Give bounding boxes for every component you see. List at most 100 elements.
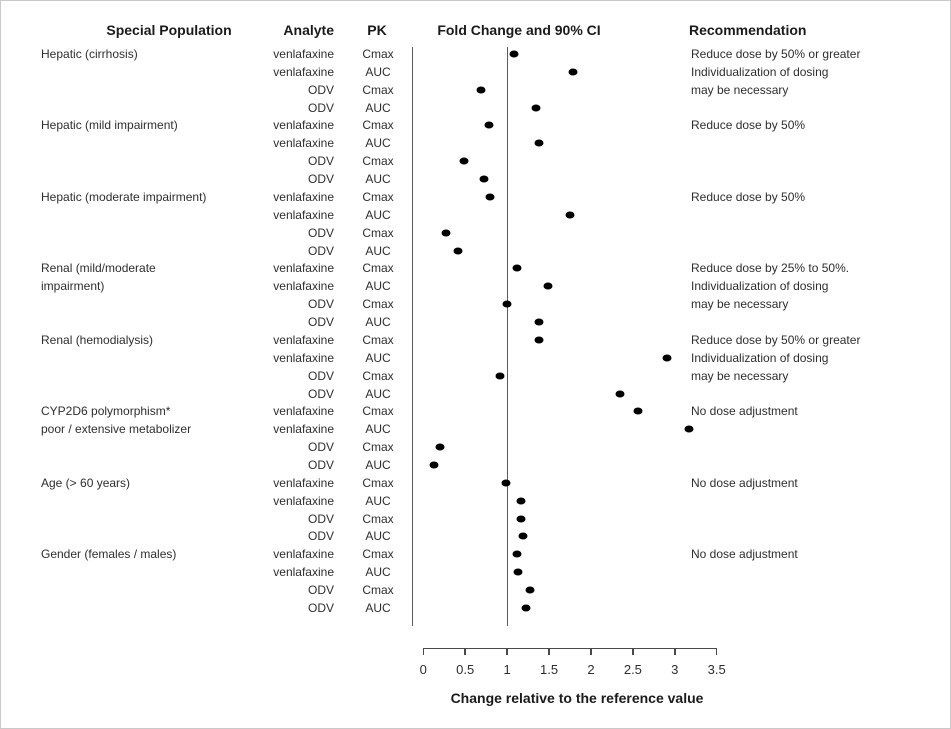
data-point-dot [513,568,523,576]
x-axis-tick [632,648,634,655]
pk-label: AUC [365,386,391,401]
data-point-dot [568,68,578,76]
recommendation-text: Individualization of dosing [691,279,829,294]
pk-label: Cmax [362,261,394,276]
pk-label: Cmax [362,154,394,169]
data-point-dot [565,211,575,219]
data-point-dot [531,104,541,112]
data-point-dot [484,121,494,129]
pk-label: Cmax [362,475,394,490]
recommendation-text: Individualization of dosing [691,350,829,365]
recommendation-text: Reduce dose by 50% [691,118,806,133]
data-point-dot [479,175,489,183]
pk-label: AUC [365,458,391,472]
analyte-label: venlafaxine [273,565,334,580]
data-point-dot [615,390,625,398]
data-point-dot [476,86,486,94]
pk-label: AUC [365,100,391,115]
analyte-label: ODV [307,315,334,330]
recommendation-text: may be necessary [691,82,789,97]
data-point-dot [459,157,469,165]
analyte-label: ODV [307,529,334,544]
analyte-label: ODV [307,243,334,258]
data-point-dot [509,50,519,58]
analyte-label: venlafaxine [273,47,334,61]
analyte-label: ODV [307,386,334,401]
pk-label: Cmax [362,440,394,455]
pk-label: AUC [365,422,391,437]
population-label: Age (> 60 years) [41,475,131,490]
pk-label: AUC [365,600,391,615]
reference-line [506,47,509,626]
x-axis-tick-label: 2.5 [623,662,642,677]
analyte-label: venlafaxine [273,350,334,365]
analyte-label: venlafaxine [273,404,334,419]
analyte-label: ODV [307,458,334,472]
x-axis-tick-label: 3.5 [707,662,726,677]
pk-label: Cmax [362,225,394,240]
analyte-label: venlafaxine [273,422,334,437]
recommendation-text: may be necessary [691,297,789,312]
data-point-dot [441,229,451,237]
data-point-dot [495,372,505,380]
fold-change-header: Fold Change and 90% CI [437,22,601,38]
pk-label: Cmax [362,332,394,347]
analyte-label: ODV [307,225,334,240]
recommendation-text: No dose adjustment [691,475,798,490]
recommendation-text: Reduce dose by 50% or greater [691,332,861,347]
data-point-dot [521,604,531,612]
data-point-dot [534,318,544,326]
population-label: Hepatic (mild impairment) [41,118,178,133]
data-point-dot [534,336,544,344]
population-label: Hepatic (cirrhosis) [41,47,138,61]
population-label: poor / extensive metabolizer [41,422,192,437]
x-axis-tick-label: 1 [503,662,511,677]
analyte-label: ODV [307,440,334,455]
special-population-header: Special Population [106,22,232,38]
analyte-label: ODV [307,600,334,615]
data-point-dot [512,550,522,558]
data-point-dot [518,532,528,540]
pk-label: AUC [365,243,391,258]
recommendation-text: may be necessary [691,368,789,383]
x-axis-tick [590,648,592,655]
pk-header: PK [367,22,387,38]
population-label: Gender (females / males) [41,547,177,562]
data-point-dot [525,586,535,594]
population-label: Renal (mild/moderate [41,261,156,276]
analyte-label: ODV [307,583,334,598]
analyte-label: ODV [307,172,334,187]
pk-label: Cmax [362,368,394,383]
recommendation-text: Reduce dose by 50% [691,189,806,204]
pk-label: AUC [365,529,391,544]
analyte-label: venlafaxine [273,332,334,347]
pk-label: AUC [365,315,391,330]
pk-label: AUC [365,136,391,151]
x-axis-tick-label: 1.5 [539,662,559,677]
x-axis-tick [548,648,550,655]
pk-label: Cmax [362,189,394,204]
analyte-label: venlafaxine [273,207,334,222]
recommendation-text: Reduce dose by 25% to 50%. [691,261,850,276]
recommendation-text: No dose adjustment [691,404,798,419]
pk-label: Cmax [362,47,394,61]
pk-label: Cmax [362,82,394,97]
recommendation-text: Individualization of dosing [691,64,829,79]
analyte-label: venlafaxine [273,279,334,294]
data-point-dot [429,461,439,469]
analyte-label: ODV [307,82,334,97]
pk-label: Cmax [362,297,394,312]
pk-label: AUC [365,207,391,222]
analyte-label: venlafaxine [273,261,334,276]
data-point-dot [435,443,445,451]
x-axis-tick [715,648,718,655]
pk-label: AUC [365,565,391,580]
analyte-label: venlafaxine [273,189,334,204]
analyte-label: ODV [307,511,334,526]
data-point-dot [684,425,694,433]
data-point-dot [633,407,643,415]
analyte-label: venlafaxine [273,118,334,133]
x-axis-tick-label: 0 [419,662,427,677]
analyte-label: venlafaxine [273,493,334,508]
